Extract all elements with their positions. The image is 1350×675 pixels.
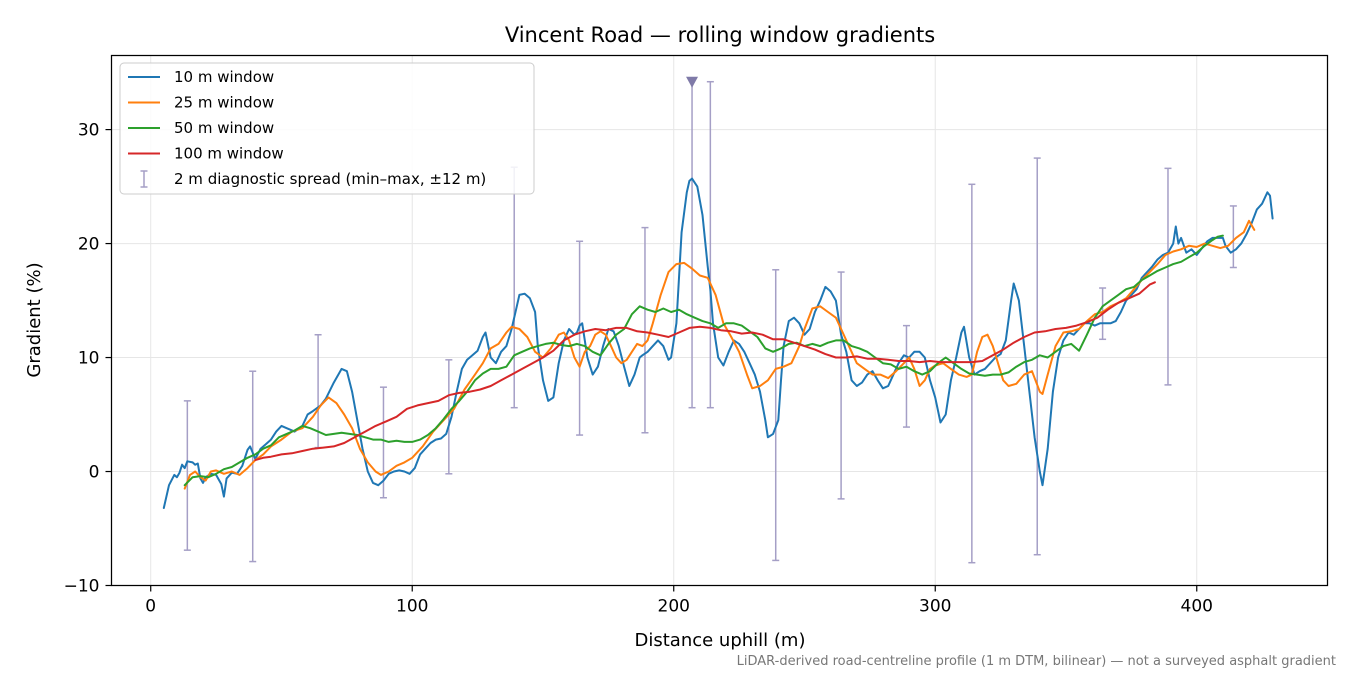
footnote: LiDAR-derived road-centreline profile (1… (737, 654, 1336, 669)
legend-box (119, 62, 535, 195)
legend-item: 100 m window (128, 145, 284, 163)
legend-label: 100 m window (174, 145, 284, 163)
y-tick-label: 30 (78, 121, 100, 141)
error-bar (183, 400, 191, 551)
legend-item: 25 m window (128, 94, 274, 112)
chart-title: Vincent Road — rolling window gradients (505, 23, 935, 47)
plot-area-frame (110, 54, 1329, 587)
error-bar (837, 271, 845, 500)
x-tick-label: 300 (919, 597, 951, 617)
error-bar (641, 226, 649, 434)
y-axis-title: Gradient (%) (24, 262, 45, 377)
legend-label: 10 m window (174, 68, 274, 86)
legend-item: 2 m diagnostic spread (min–max, ±12 m) (140, 170, 486, 188)
error-bar (445, 359, 453, 475)
error-bar (1229, 205, 1237, 269)
error-bar (249, 370, 257, 563)
x-tick-label: 200 (658, 597, 690, 617)
series-line-1 (162, 177, 1274, 509)
legend-label: 2 m diagnostic spread (min–max, ±12 m) (174, 170, 486, 188)
error-bar (576, 240, 584, 436)
series-line-3 (183, 234, 1224, 487)
error-bar (1164, 167, 1172, 386)
x-tick-label: 100 (396, 597, 428, 617)
y-tick-label: 10 (78, 349, 100, 369)
legend-label: 50 m window (174, 119, 274, 137)
series-line-4 (254, 281, 1156, 462)
x-axis-title: Distance uphill (m) (635, 630, 806, 651)
y-tick-label: 0 (89, 463, 100, 483)
legend-label: 25 m window (174, 94, 274, 112)
x-tick-label: 400 (1181, 597, 1213, 617)
series-lines (162, 177, 1274, 509)
y-tick-label: −10 (64, 577, 100, 597)
legend-item: 50 m window (128, 119, 274, 137)
peak-marker (686, 76, 699, 88)
x-tick-label: 0 (145, 597, 156, 617)
error-bar (772, 269, 780, 562)
axis-ticks: 0 100 200 300 400 −10 0 10 20 30 (64, 121, 1213, 617)
error-bar (902, 324, 910, 428)
error-bar (706, 80, 714, 409)
series-line-2 (183, 219, 1256, 490)
markers (686, 76, 699, 88)
legend: 10 m window 25 m window 50 m window 100 m w… (119, 62, 535, 195)
y-tick-label: 20 (78, 235, 100, 255)
legend-item: 10 m window (128, 68, 274, 86)
